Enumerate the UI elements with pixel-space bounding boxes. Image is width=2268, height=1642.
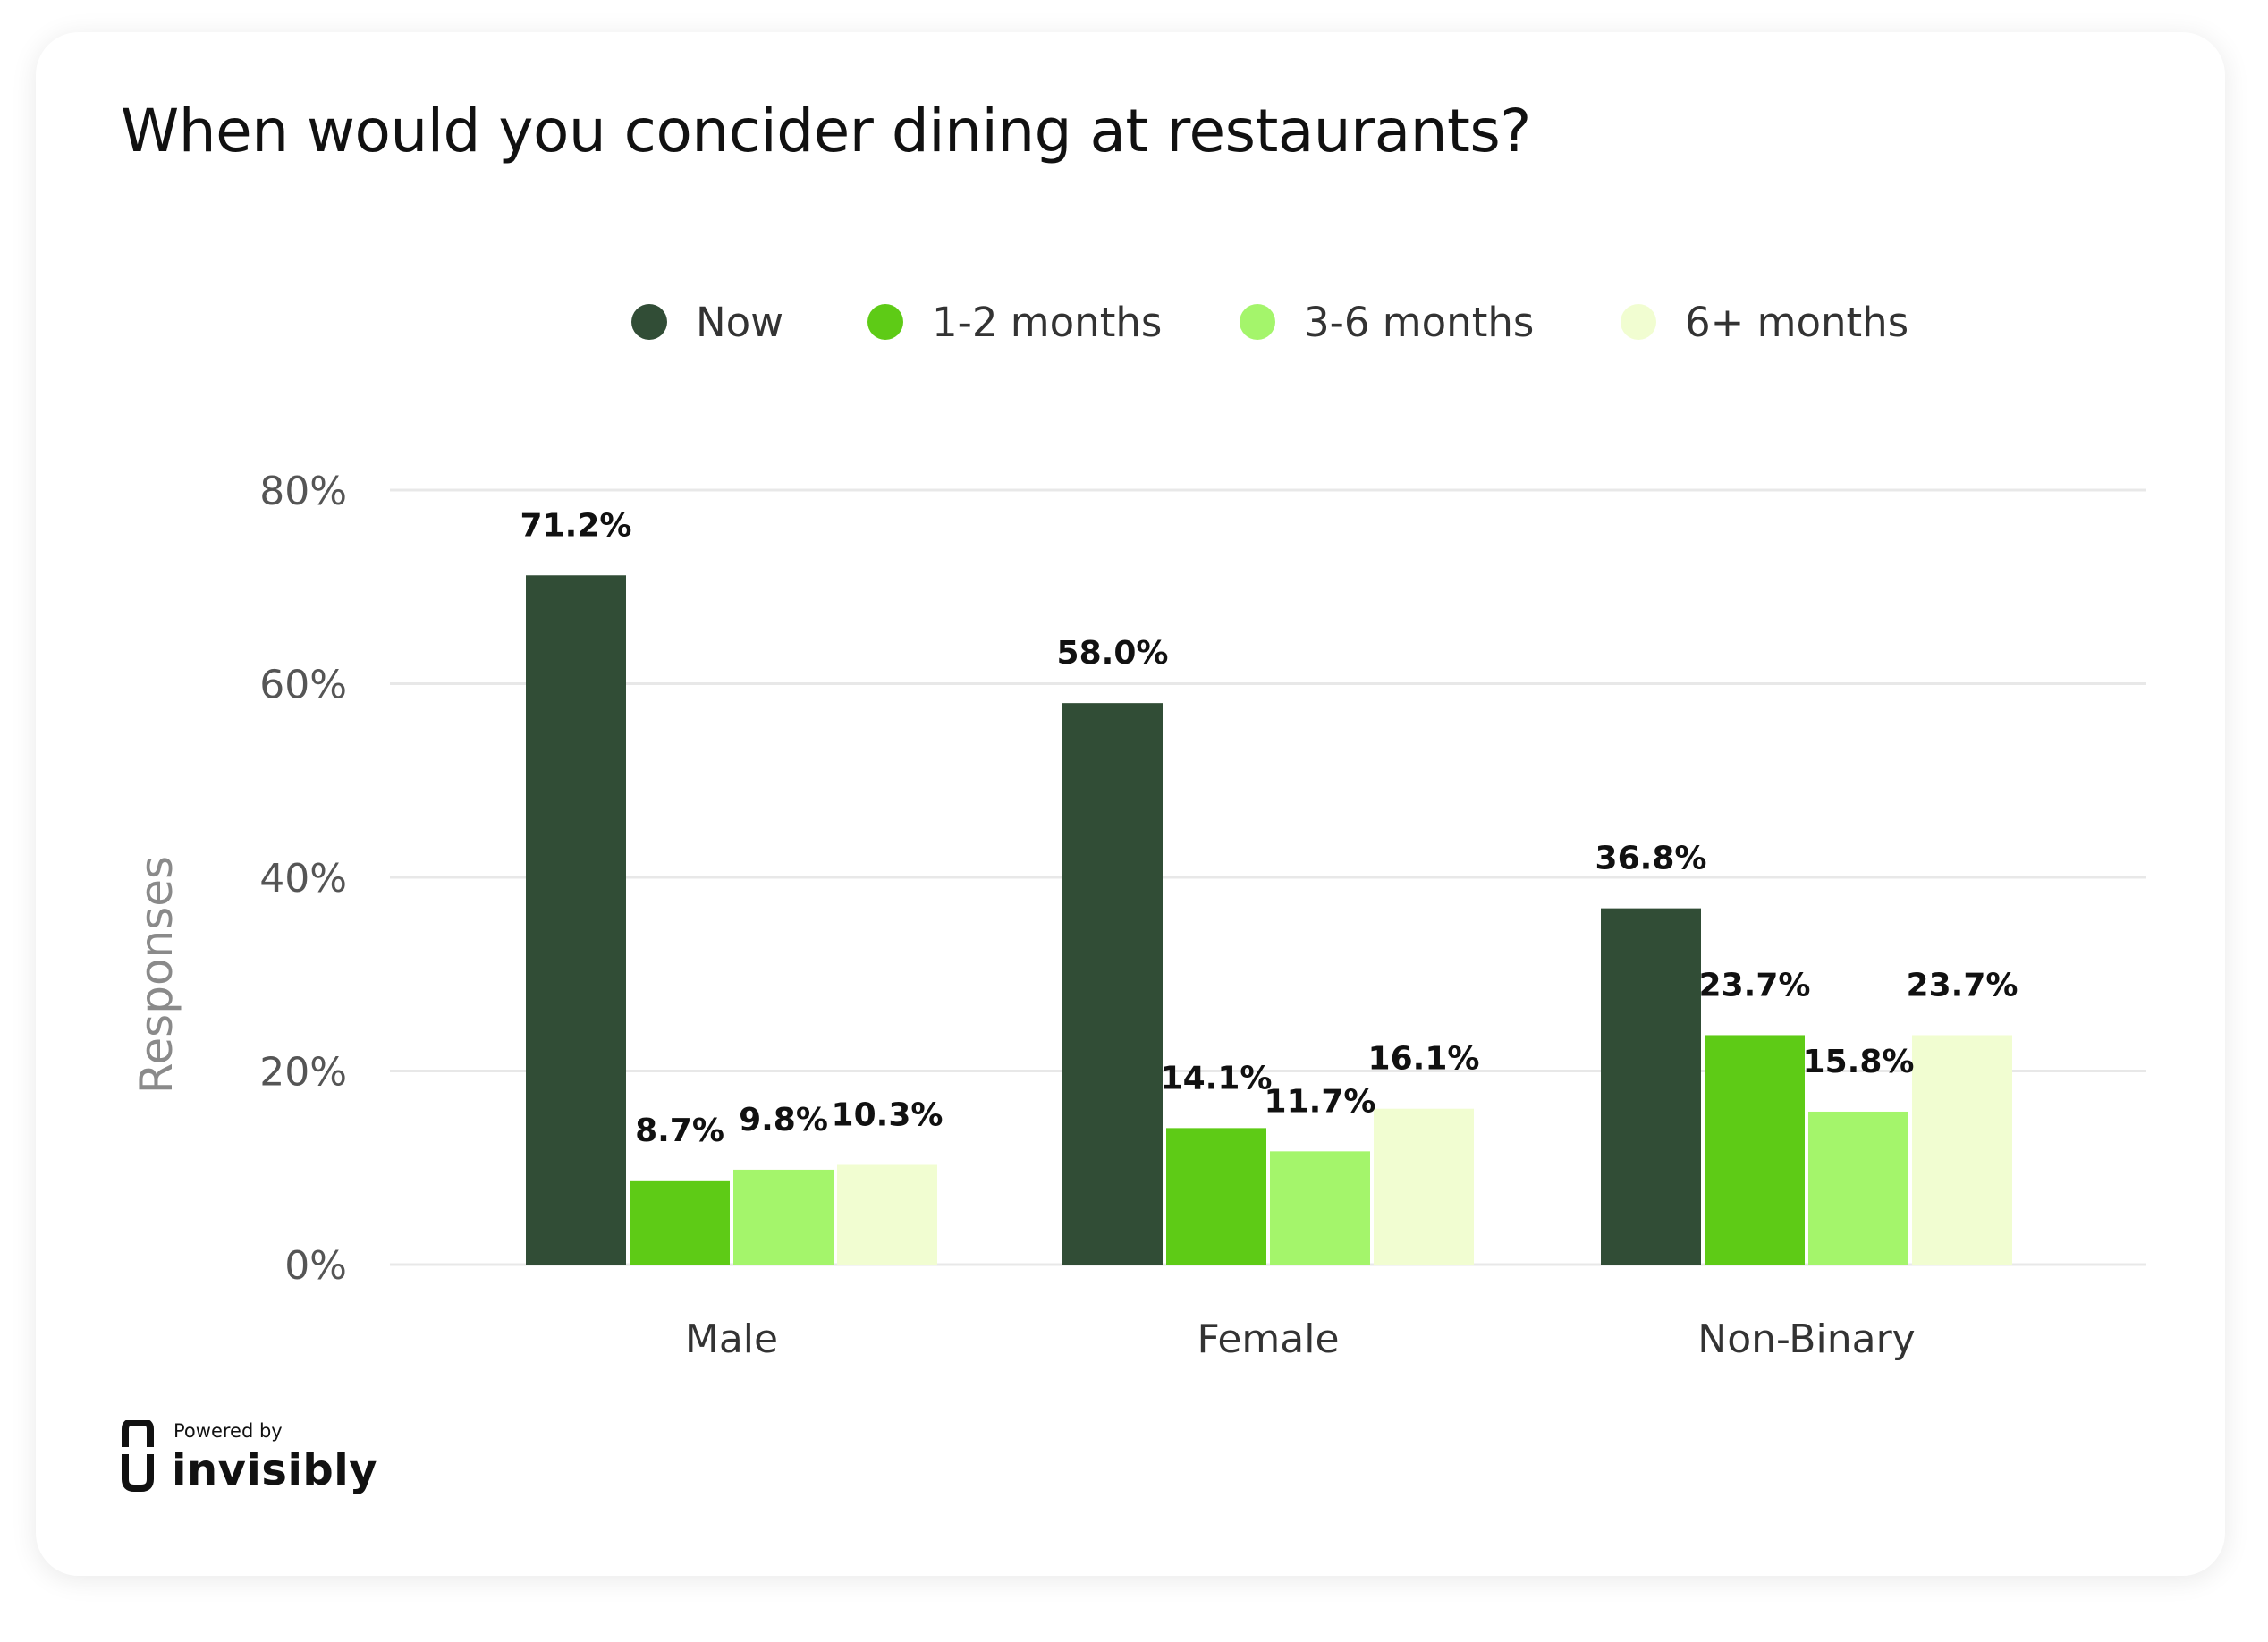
data-label: 36.8%: [1595, 841, 1707, 877]
x-category-label: Female: [1197, 1316, 1339, 1362]
y-tick-label: 80%: [259, 469, 347, 514]
data-label: 14.1%: [1161, 1060, 1273, 1096]
legend-label-1-2-months: 1-2 months: [932, 298, 1163, 346]
bar-female-6-months[interactable]: [1374, 1108, 1474, 1265]
bar-male-now[interactable]: [526, 575, 626, 1265]
x-category-label: Male: [685, 1316, 778, 1362]
data-label: 58.0%: [1057, 635, 1169, 672]
y-tick-label: 20%: [259, 1050, 347, 1096]
bar-female-1-2-months[interactable]: [1166, 1128, 1266, 1265]
brand-name: invisibly: [172, 1445, 377, 1495]
y-axis-ticks: 0% 20% 40% 60% 80%: [259, 469, 347, 1289]
powered-by-text: Powered by: [173, 1420, 283, 1442]
data-label: 71.2%: [520, 507, 632, 544]
bars: [526, 575, 2012, 1265]
legend-label-now: Now: [696, 298, 783, 346]
x-axis-categories: Male Female Non-Binary: [685, 1316, 1916, 1362]
bar-non-binary-1-2-months[interactable]: [1705, 1035, 1805, 1265]
chart-title: When would you concider dining at restau…: [121, 97, 1531, 165]
y-tick-label: 0%: [284, 1243, 347, 1289]
chart-legend: Now 1-2 months 3-6 months 6+ months: [0, 295, 2268, 349]
data-label: 11.7%: [1265, 1083, 1376, 1120]
data-label: 23.7%: [1699, 967, 1811, 1003]
legend-label-6-plus-months: 6+ months: [1685, 298, 1909, 346]
bar-non-binary-now[interactable]: [1601, 908, 1701, 1265]
bar-non-binary-6-months[interactable]: [1912, 1035, 2012, 1265]
data-label: 16.1%: [1368, 1041, 1480, 1078]
legend-swatch-6-plus-months: [1621, 304, 1656, 340]
legend-swatch-now: [631, 304, 667, 340]
y-tick-label: 40%: [259, 856, 347, 901]
legend-label-3-6-months: 3-6 months: [1304, 298, 1535, 346]
bar-male-3-6-months[interactable]: [733, 1169, 834, 1265]
legend-swatch-3-6-months: [1240, 304, 1275, 340]
y-tick-label: 60%: [259, 663, 347, 708]
legend-item-now[interactable]: Now: [631, 295, 783, 349]
legend-item-1-2-months[interactable]: 1-2 months: [867, 295, 1162, 349]
y-axis-title: Responses: [131, 856, 182, 1094]
bar-male-6-months[interactable]: [837, 1164, 937, 1265]
data-labels: 71.2% 8.7% 9.8% 10.3% 58.0% 14.1%11.7% 16.1% 36…: [520, 507, 2018, 1149]
invisibly-logo-icon: [122, 1420, 154, 1492]
data-label: 15.8%: [1803, 1044, 1915, 1080]
data-label: 8.7%: [635, 1113, 724, 1149]
data-label: 9.8%: [739, 1102, 828, 1138]
bar-non-binary-3-6-months[interactable]: [1808, 1111, 1908, 1265]
bar-male-1-2-months[interactable]: [630, 1180, 730, 1265]
bar-female-now[interactable]: [1062, 703, 1163, 1265]
legend-item-6-plus-months[interactable]: 6+ months: [1621, 295, 1908, 349]
bar-female-3-6-months[interactable]: [1270, 1151, 1370, 1265]
data-label: 23.7%: [1907, 967, 2018, 1003]
x-category-label: Non-Binary: [1697, 1316, 1915, 1362]
data-label: 10.3%: [832, 1097, 944, 1134]
legend-item-3-6-months[interactable]: 3-6 months: [1240, 295, 1534, 349]
legend-swatch-1-2-months: [867, 304, 903, 340]
